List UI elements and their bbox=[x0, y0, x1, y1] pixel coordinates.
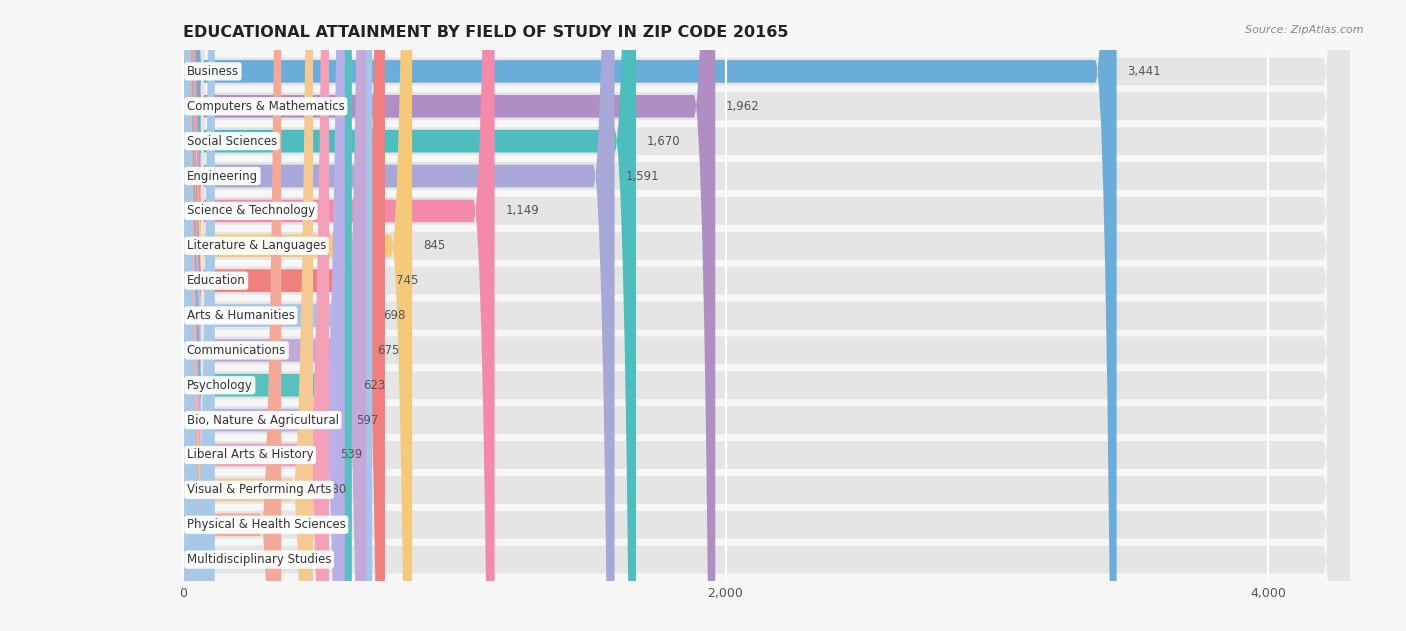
Text: 597: 597 bbox=[356, 413, 378, 427]
Text: Bio, Nature & Agricultural: Bio, Nature & Agricultural bbox=[187, 413, 339, 427]
Text: 623: 623 bbox=[363, 379, 385, 392]
Text: Liberal Arts & History: Liberal Arts & History bbox=[187, 449, 314, 461]
Text: 745: 745 bbox=[396, 274, 418, 287]
FancyBboxPatch shape bbox=[183, 0, 495, 631]
FancyBboxPatch shape bbox=[183, 0, 366, 631]
Text: Literature & Languages: Literature & Languages bbox=[187, 239, 326, 252]
Text: Engineering: Engineering bbox=[187, 170, 257, 182]
FancyBboxPatch shape bbox=[183, 0, 385, 631]
FancyBboxPatch shape bbox=[183, 0, 636, 631]
Text: Arts & Humanities: Arts & Humanities bbox=[187, 309, 295, 322]
Text: Science & Technology: Science & Technology bbox=[187, 204, 315, 218]
FancyBboxPatch shape bbox=[183, 0, 373, 631]
FancyBboxPatch shape bbox=[183, 0, 1350, 631]
FancyBboxPatch shape bbox=[183, 0, 412, 631]
Text: Psychology: Psychology bbox=[187, 379, 253, 392]
Text: 1,591: 1,591 bbox=[626, 170, 659, 182]
FancyBboxPatch shape bbox=[183, 0, 314, 631]
Text: 1,670: 1,670 bbox=[647, 134, 681, 148]
Text: Visual & Performing Arts: Visual & Performing Arts bbox=[187, 483, 332, 497]
FancyBboxPatch shape bbox=[183, 0, 1350, 631]
Text: 698: 698 bbox=[382, 309, 405, 322]
Text: 539: 539 bbox=[340, 449, 363, 461]
FancyBboxPatch shape bbox=[183, 0, 1350, 631]
Text: Physical & Health Sciences: Physical & Health Sciences bbox=[187, 518, 346, 531]
FancyBboxPatch shape bbox=[183, 0, 352, 631]
FancyBboxPatch shape bbox=[183, 0, 1350, 631]
FancyBboxPatch shape bbox=[183, 0, 1350, 631]
FancyBboxPatch shape bbox=[183, 0, 281, 631]
FancyBboxPatch shape bbox=[183, 0, 329, 631]
FancyBboxPatch shape bbox=[183, 0, 716, 631]
FancyBboxPatch shape bbox=[183, 0, 1350, 631]
FancyBboxPatch shape bbox=[183, 0, 1350, 631]
Text: 675: 675 bbox=[377, 344, 399, 357]
Text: Communications: Communications bbox=[187, 344, 285, 357]
FancyBboxPatch shape bbox=[183, 0, 1350, 631]
FancyBboxPatch shape bbox=[183, 0, 1350, 631]
FancyBboxPatch shape bbox=[183, 0, 1350, 631]
FancyBboxPatch shape bbox=[183, 0, 1350, 631]
FancyBboxPatch shape bbox=[183, 0, 1350, 631]
Text: Computers & Mathematics: Computers & Mathematics bbox=[187, 100, 344, 113]
FancyBboxPatch shape bbox=[183, 0, 1350, 631]
Text: EDUCATIONAL ATTAINMENT BY FIELD OF STUDY IN ZIP CODE 20165: EDUCATIONAL ATTAINMENT BY FIELD OF STUDY… bbox=[183, 25, 789, 40]
Text: Social Sciences: Social Sciences bbox=[187, 134, 277, 148]
Text: 845: 845 bbox=[423, 239, 446, 252]
FancyBboxPatch shape bbox=[183, 0, 344, 631]
Text: 1,149: 1,149 bbox=[506, 204, 540, 218]
FancyBboxPatch shape bbox=[183, 0, 215, 631]
Text: Multidisciplinary Studies: Multidisciplinary Studies bbox=[187, 553, 332, 566]
Text: 363: 363 bbox=[292, 518, 315, 531]
Text: 3,441: 3,441 bbox=[1128, 65, 1161, 78]
Text: Education: Education bbox=[187, 274, 246, 287]
Text: Source: ZipAtlas.com: Source: ZipAtlas.com bbox=[1246, 25, 1364, 35]
Text: 1,962: 1,962 bbox=[725, 100, 759, 113]
FancyBboxPatch shape bbox=[183, 0, 1350, 631]
Text: 118: 118 bbox=[225, 553, 247, 566]
FancyBboxPatch shape bbox=[183, 0, 614, 631]
FancyBboxPatch shape bbox=[183, 0, 1116, 631]
Text: 480: 480 bbox=[323, 483, 346, 497]
FancyBboxPatch shape bbox=[183, 0, 1350, 631]
Text: Business: Business bbox=[187, 65, 239, 78]
